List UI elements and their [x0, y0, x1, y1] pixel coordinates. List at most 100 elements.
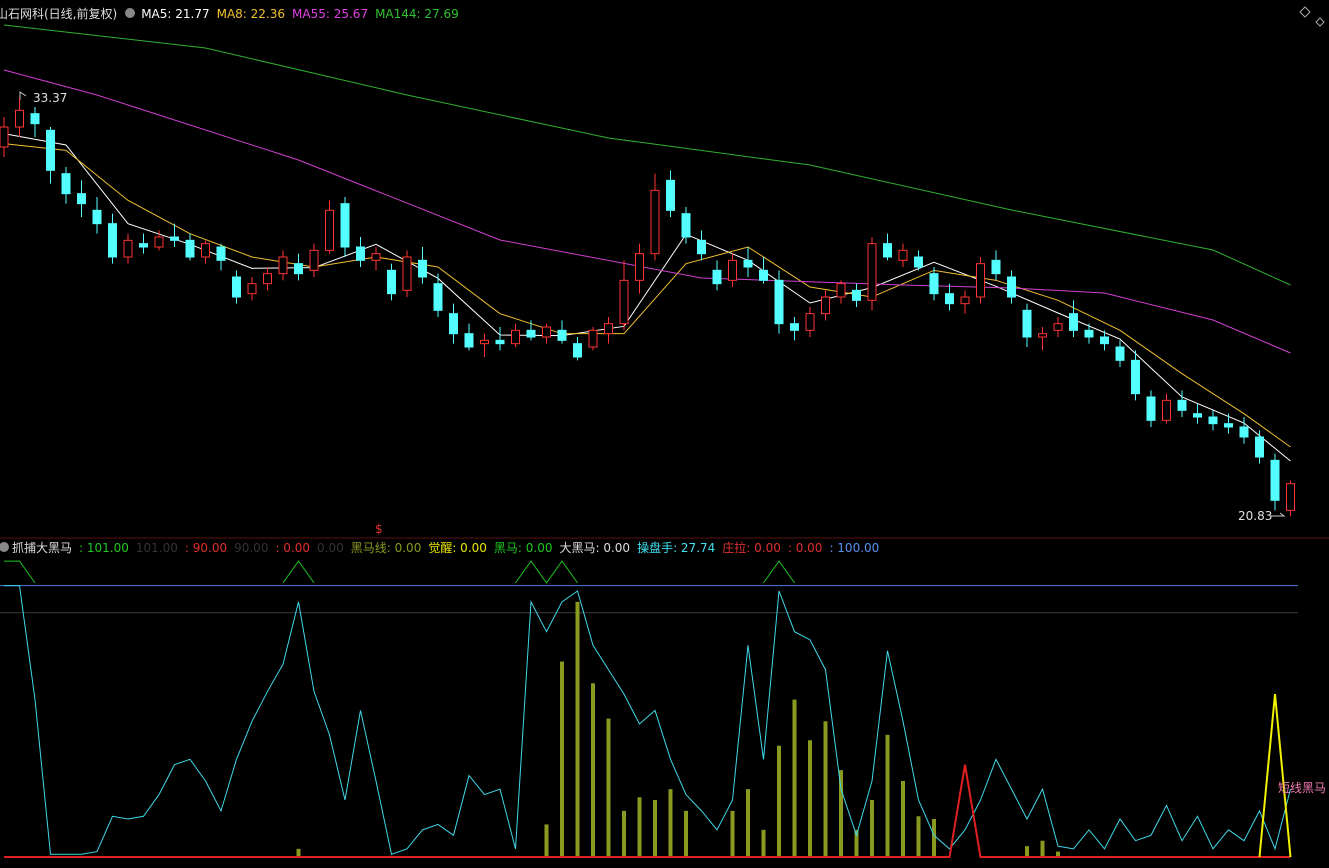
- ma-line: [3, 69, 1291, 354]
- candle-body: [1177, 399, 1187, 411]
- bar: [885, 734, 890, 857]
- low-arrow: [1270, 512, 1286, 517]
- bar: [653, 800, 657, 857]
- indicator-label: 黑马: 0.00: [493, 541, 553, 555]
- bar: [1040, 840, 1045, 857]
- indicator-label: 90.00: [234, 540, 269, 555]
- bar: [746, 789, 750, 857]
- candle-body: [929, 273, 939, 295]
- candle-body: [1115, 346, 1125, 361]
- candle-body: [46, 129, 55, 171]
- bar: [777, 745, 781, 857]
- candle-body: [991, 259, 1001, 275]
- ma-label: MA55: 25.67: [292, 6, 369, 21]
- indicator-label: 操盘手: 27.74: [637, 541, 716, 555]
- candle-body: [650, 189, 660, 255]
- candle-body: [340, 203, 350, 248]
- candle-body: [526, 329, 536, 338]
- bar: [668, 789, 673, 857]
- candle-body: [666, 179, 675, 211]
- bar: [560, 661, 564, 857]
- candle-body: [139, 243, 148, 248]
- candle-body: [170, 236, 179, 241]
- candle-body: [1224, 423, 1233, 428]
- candle-body: [743, 259, 753, 268]
- candle-body: [263, 273, 272, 285]
- ma-label: MA144: 27.69: [375, 6, 459, 21]
- candle-body: [201, 243, 210, 258]
- candle-body: [309, 249, 319, 271]
- candle-body: [433, 283, 443, 311]
- candle-body: [61, 173, 71, 195]
- bar: [1025, 846, 1029, 857]
- candle-body: [945, 293, 954, 305]
- bar: [296, 848, 301, 857]
- candle-body: [278, 256, 288, 275]
- ma-line: [3, 143, 1291, 448]
- candle-body: [402, 256, 412, 291]
- bar: [916, 816, 921, 857]
- candle-body: [30, 113, 40, 125]
- candle-body: [681, 213, 691, 238]
- ma-line: [3, 24, 1291, 286]
- candle-body: [1255, 436, 1264, 458]
- indicator-label: 大黑马: 0.00: [559, 541, 631, 555]
- indicator-line: [4, 764, 1291, 858]
- indicator-label: : 101.00: [79, 540, 129, 555]
- high-arrow: [19, 91, 27, 100]
- bar: [901, 781, 905, 857]
- indicator-label: 庄拉: 0.00: [722, 541, 781, 555]
- ma-label: MA5: 21.77: [141, 6, 210, 21]
- indicator-label: 觉醒: 0.00: [428, 541, 487, 555]
- candle-body: [1162, 399, 1171, 421]
- candle-body: [464, 333, 474, 348]
- bar: [622, 810, 626, 857]
- low-label: 20.83: [1238, 509, 1272, 523]
- bar: [1056, 851, 1060, 857]
- candle-body: [1022, 309, 1032, 338]
- candle-body: [15, 109, 24, 128]
- candle-body: [123, 239, 133, 258]
- candle-body: [635, 253, 644, 281]
- candle-body: [790, 323, 799, 331]
- bar: [637, 797, 642, 857]
- bar: [870, 800, 874, 857]
- bar: [839, 770, 843, 857]
- candle-body: [557, 329, 567, 341]
- bar: [684, 810, 688, 857]
- chart-title: 山石网科(日线,前复权): [0, 7, 118, 21]
- candle-body: [1286, 483, 1295, 511]
- candle-body: [1084, 329, 1094, 338]
- indicator-label: 101.00: [135, 540, 178, 555]
- candle-body: [418, 259, 427, 278]
- bar: [544, 824, 549, 857]
- candle-body: [759, 269, 768, 281]
- indicator-label: : 0.00: [787, 540, 823, 555]
- candle-body: [1193, 413, 1202, 418]
- bar: [591, 683, 595, 857]
- candle-body: [1208, 416, 1218, 425]
- candle-body: [712, 269, 722, 285]
- candle-body: [154, 236, 164, 248]
- candle-body: [371, 253, 381, 261]
- window-icon[interactable]: [1315, 17, 1325, 27]
- bar: [761, 829, 766, 857]
- candle-body: [852, 289, 861, 301]
- menu-icon[interactable]: [0, 542, 9, 552]
- bar: [854, 829, 859, 857]
- candle-body: [325, 209, 334, 251]
- candle-body: [0, 126, 9, 148]
- candle-body: [108, 223, 117, 258]
- candle-body: [1038, 333, 1047, 338]
- window-icon[interactable]: [1299, 6, 1311, 18]
- indicator-line: [4, 560, 795, 584]
- bar: [575, 601, 580, 857]
- candle-body: [728, 259, 737, 281]
- indicator-label: 抓捕大黑马: [12, 541, 73, 555]
- candle-body: [1270, 459, 1280, 501]
- menu-icon[interactable]: [125, 8, 135, 18]
- candle-body: [495, 339, 505, 345]
- candle-body: [898, 249, 908, 261]
